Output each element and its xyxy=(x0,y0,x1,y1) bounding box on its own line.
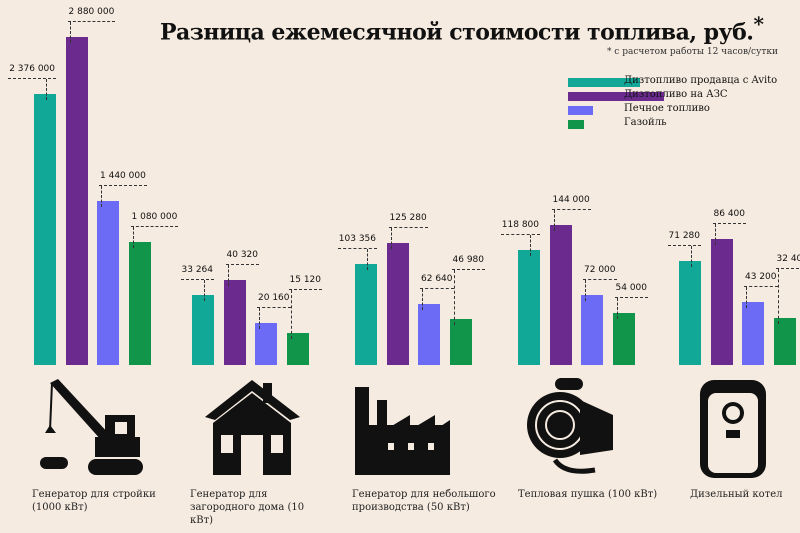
bar xyxy=(192,294,214,365)
value-label: 1 440 000 xyxy=(99,171,147,186)
value-label: 54 000 xyxy=(614,283,648,298)
legend-swatch xyxy=(568,120,584,129)
bar xyxy=(355,264,377,365)
legend-label: Печное топливо xyxy=(624,103,710,114)
value-label: 118 800 xyxy=(500,220,540,235)
leader-line xyxy=(390,228,392,249)
bar xyxy=(65,37,88,365)
value-label: 20 160 xyxy=(257,293,291,308)
value-label: 32 400 xyxy=(775,254,800,269)
heat-gun-icon xyxy=(527,378,613,474)
bar xyxy=(581,295,603,365)
title-text: Разница ежемесячной стоимости топлива, р… xyxy=(160,19,754,46)
bar xyxy=(34,94,56,365)
legend-swatch xyxy=(568,92,664,101)
leader-line xyxy=(777,268,779,324)
leader-line xyxy=(259,307,260,329)
bar xyxy=(128,242,151,365)
value-label: 125 280 xyxy=(388,213,428,228)
category-label-construction-generator: Генератор для стройки (1000 кВт) xyxy=(32,489,156,513)
house-icon xyxy=(205,380,300,475)
leader-line xyxy=(422,289,423,310)
value-label: 103 356 xyxy=(337,234,377,250)
crane-icon xyxy=(40,379,143,475)
value-label: 2 880 000 xyxy=(67,7,116,22)
leader-line xyxy=(204,279,205,301)
legend-swatch xyxy=(568,106,593,115)
bar xyxy=(612,312,635,365)
leader-line xyxy=(69,22,71,43)
leader-line xyxy=(290,290,292,340)
leader-line xyxy=(367,249,368,271)
value-label: 2 376 000 xyxy=(8,64,56,80)
bar xyxy=(773,317,796,365)
chart-title: Разница ежемесячной стоимости топлива, р… xyxy=(160,12,764,46)
boiler-icon xyxy=(700,380,766,478)
bar xyxy=(742,302,764,365)
bar xyxy=(518,249,540,365)
value-label: 144 000 xyxy=(551,195,591,210)
value-label: 43 200 xyxy=(744,272,778,287)
leader-line xyxy=(101,186,102,207)
bar xyxy=(549,225,572,365)
legend-label: Газойль xyxy=(624,117,667,128)
leader-line xyxy=(553,210,555,231)
bar xyxy=(97,201,119,365)
value-label: 72 000 xyxy=(583,265,617,280)
leader-line xyxy=(585,280,586,301)
category-label-diesel-boiler: Дизельный котел xyxy=(690,489,783,500)
category-label-heat-gun: Тепловая пушка (100 кВт) xyxy=(518,489,658,500)
leader-line xyxy=(746,287,747,308)
category-label-production-generator: Генератор для небольшого производства (5… xyxy=(352,489,496,513)
bar xyxy=(286,333,309,365)
leader-line xyxy=(453,270,455,326)
value-label: 33 264 xyxy=(180,265,214,280)
legend-label: Дизтопливо продавца с Avito xyxy=(624,75,778,86)
category-label-home-generator: Генератор для загородного дома (10 кВт) xyxy=(190,489,305,526)
leader-line xyxy=(530,234,531,256)
footnote: * с расчетом работы 12 часов/сутки xyxy=(606,47,778,57)
value-label: 46 980 xyxy=(451,255,485,271)
bar xyxy=(223,280,246,365)
value-label: 71 280 xyxy=(667,231,701,247)
value-label: 40 320 xyxy=(225,250,259,265)
bar xyxy=(386,243,409,365)
leader-line xyxy=(691,246,692,268)
leader-line xyxy=(132,227,134,248)
value-label: 15 120 xyxy=(288,275,322,291)
leader-line xyxy=(714,224,716,245)
bar xyxy=(449,319,472,365)
bar xyxy=(710,239,733,365)
leader-line xyxy=(616,297,618,319)
leader-line xyxy=(46,79,47,101)
value-label: 1 080 000 xyxy=(130,212,179,227)
bar xyxy=(418,304,440,365)
bar xyxy=(679,261,701,365)
legend-swatch xyxy=(568,78,640,87)
leader-line xyxy=(227,265,229,286)
legend-label: Дизтопливо на АЗС xyxy=(624,89,728,100)
bar xyxy=(255,322,277,365)
title-asterisk: * xyxy=(753,12,764,36)
value-label: 62 640 xyxy=(420,274,454,289)
value-label: 86 400 xyxy=(712,209,746,224)
factory-icon xyxy=(355,387,450,475)
